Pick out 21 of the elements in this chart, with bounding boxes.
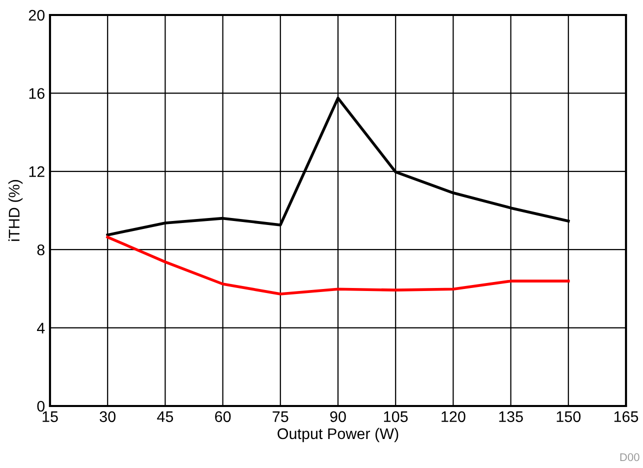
y-tick-label: 4 xyxy=(36,322,45,334)
x-axis-title: Output Power (W) xyxy=(278,428,398,442)
line-series xyxy=(106,236,570,296)
x-tick-label: 75 xyxy=(272,411,288,422)
y-tick-label: 8 xyxy=(37,244,44,256)
x-tick-label: 150 xyxy=(556,411,581,422)
x-tick-label: 120 xyxy=(442,411,466,422)
x-tick-label: 165 xyxy=(614,411,638,422)
y-tick-label: 12 xyxy=(29,166,44,177)
x-tick-label: 105 xyxy=(384,411,408,422)
y-tick-label: 0 xyxy=(37,400,45,412)
x-tick-label: 60 xyxy=(215,411,231,422)
y-axis-title: iTHD (%) xyxy=(8,180,23,241)
y-tick-label: 16 xyxy=(29,88,44,99)
text: D00 xyxy=(620,453,640,462)
x-tick-label: 30 xyxy=(100,411,116,422)
x-tick-label: 45 xyxy=(157,411,174,422)
x-tick-label: 15 xyxy=(42,411,58,422)
x-tick-label: 90 xyxy=(330,411,346,422)
y-tick-label: 20 xyxy=(28,10,45,21)
x-tick-label: 135 xyxy=(499,411,523,422)
